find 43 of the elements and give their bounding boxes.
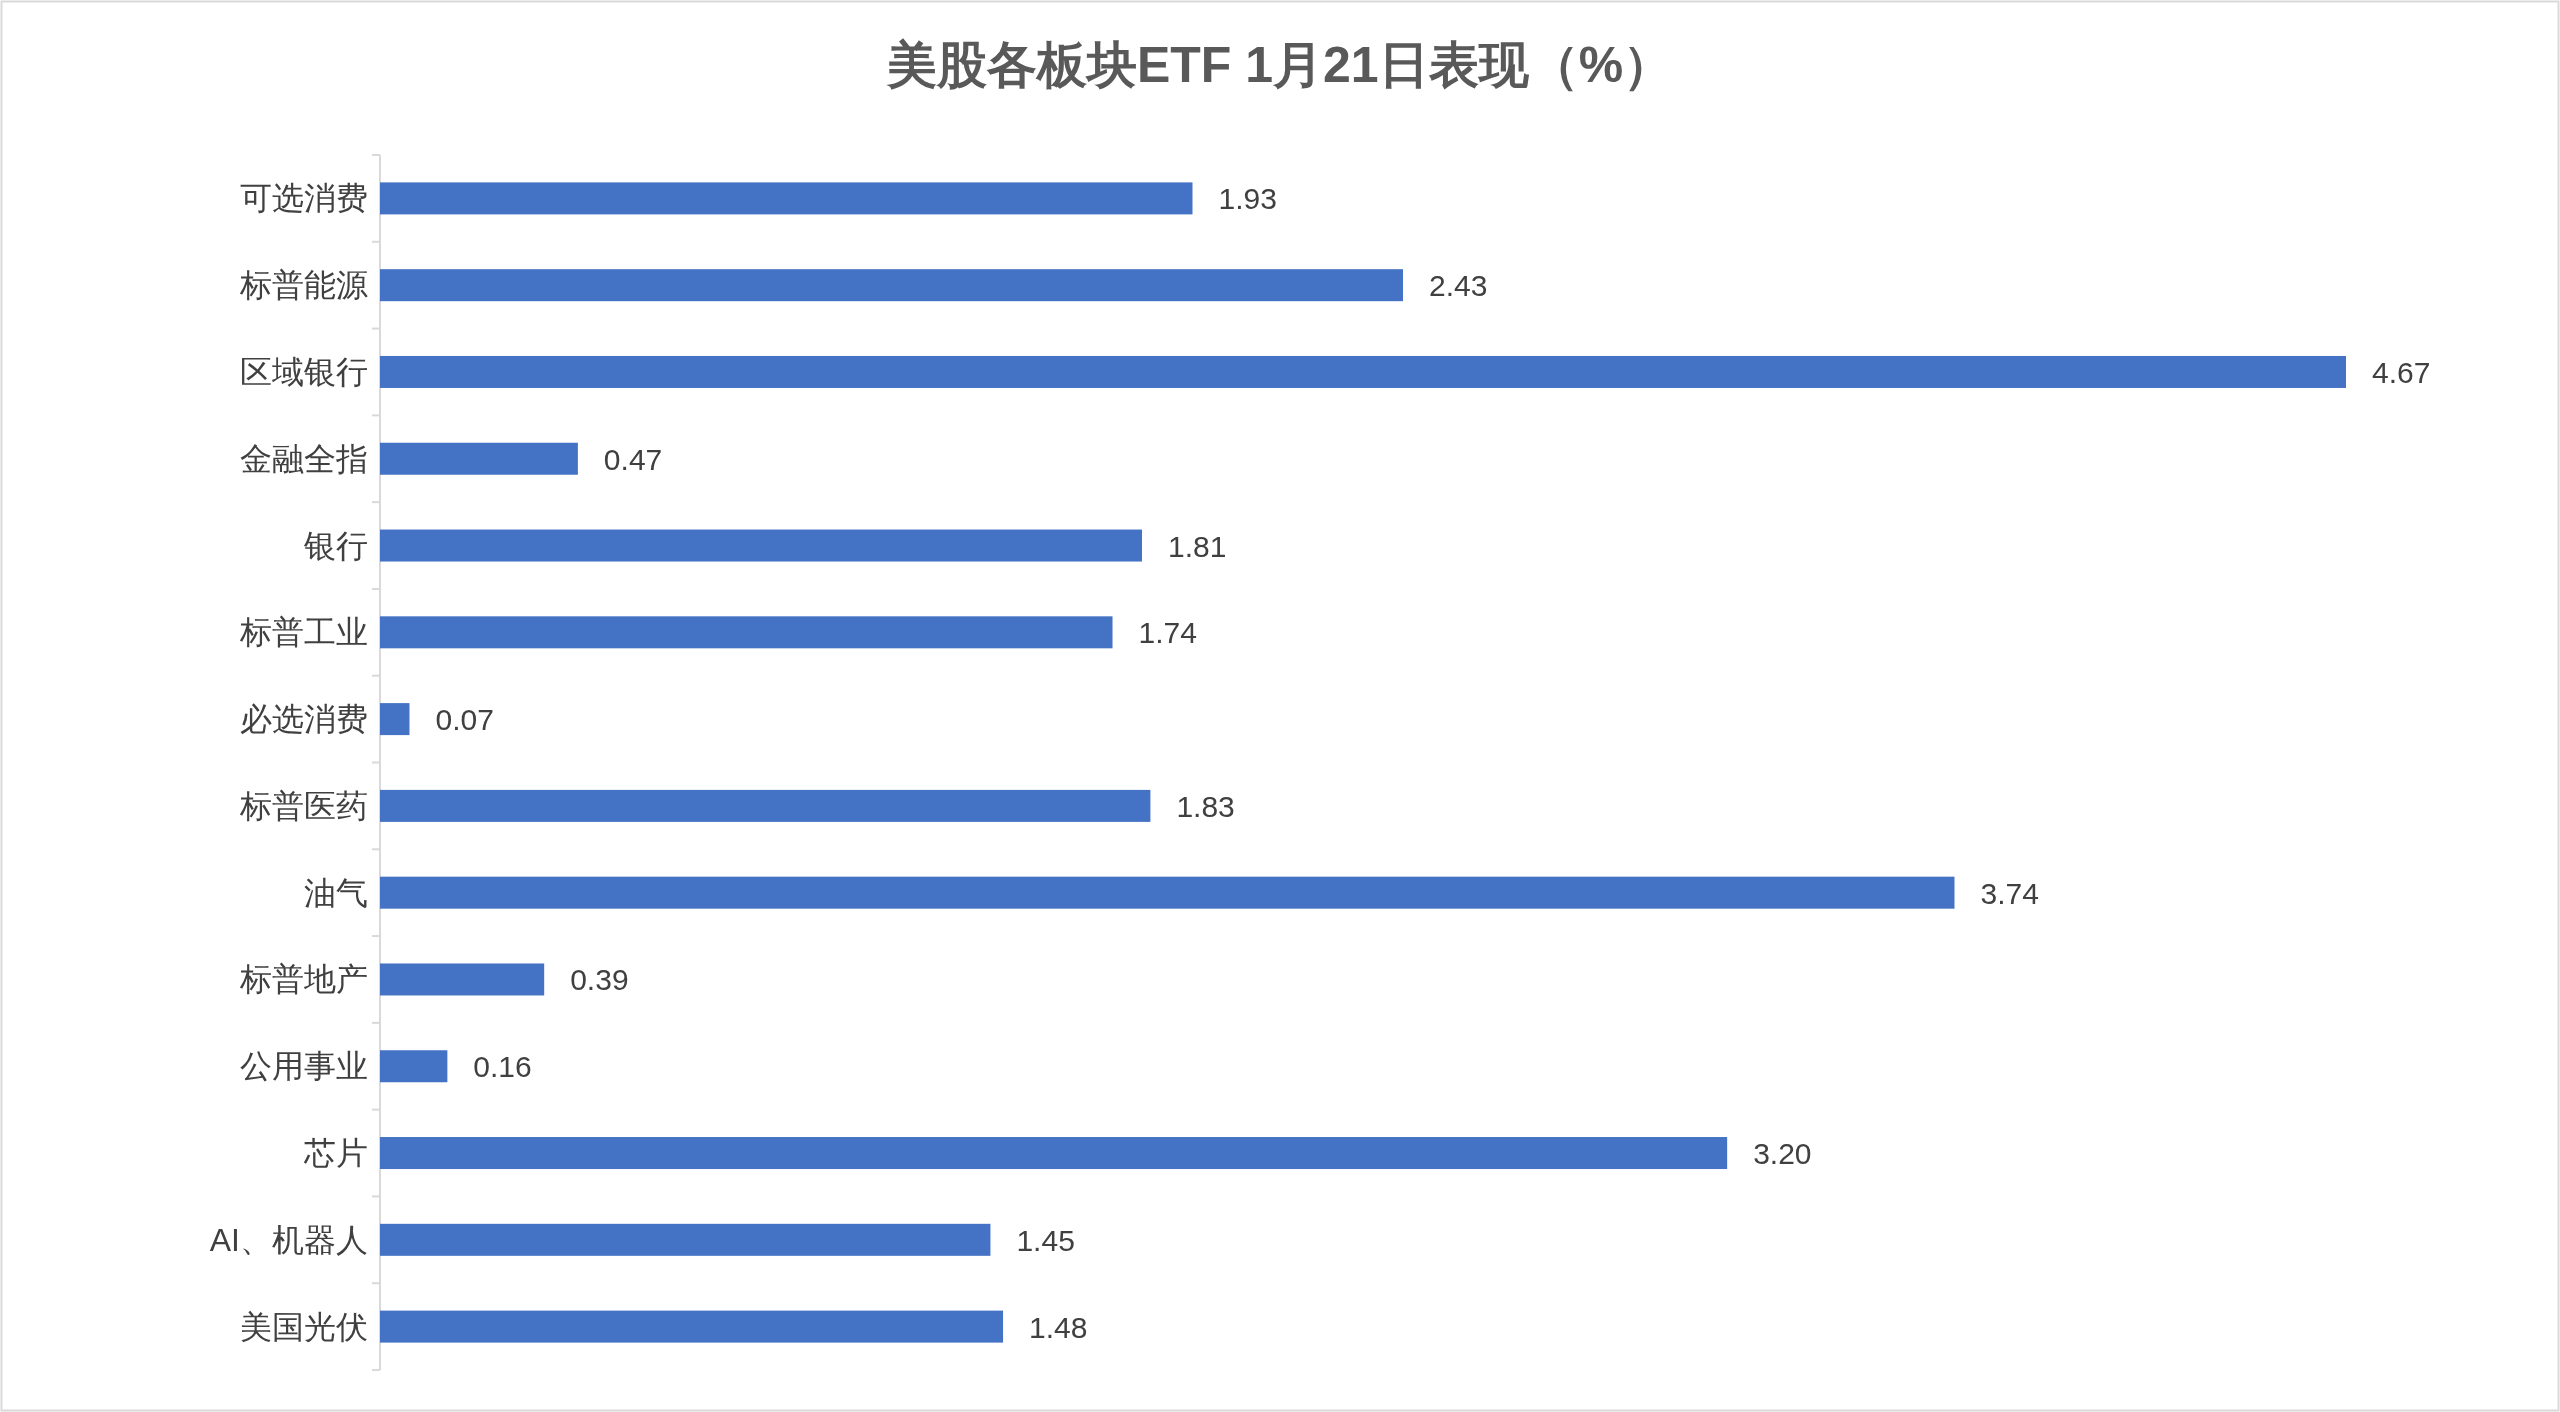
data-label: 0.16 xyxy=(473,1050,532,1084)
data-label: 0.39 xyxy=(570,963,629,997)
bar xyxy=(380,1223,991,1256)
data-label: 1.81 xyxy=(1167,529,1227,563)
data-label: 3.74 xyxy=(1980,876,2039,910)
chart-title: 美股各板块ETF 1月21日表现（%） xyxy=(885,37,1674,93)
data-label: 1.74 xyxy=(1138,616,1197,650)
bar xyxy=(380,703,410,736)
y-tick-label: 美国光伏 xyxy=(240,1308,368,1345)
bar xyxy=(380,529,1142,562)
data-label: 1.93 xyxy=(1218,182,1277,216)
bar xyxy=(380,1137,1728,1170)
bar xyxy=(380,876,1955,909)
y-tick-label: 标普医药 xyxy=(239,787,368,824)
bar xyxy=(380,1310,1004,1343)
bar xyxy=(380,355,2346,388)
bar xyxy=(380,963,545,996)
y-tick-label: 公用事业 xyxy=(240,1048,368,1085)
y-tick-label: 可选消费 xyxy=(240,180,368,217)
bar xyxy=(380,269,1403,302)
y-tick-label: 金融全指 xyxy=(240,440,368,477)
y-tick-label: 芯片 xyxy=(303,1135,368,1172)
bar xyxy=(380,616,1113,649)
y-tick-label: AI、机器人 xyxy=(209,1221,368,1258)
data-label: 3.20 xyxy=(1753,1137,1812,1171)
bar xyxy=(380,182,1193,215)
y-tick-label: 必选消费 xyxy=(240,701,368,738)
data-label: 2.43 xyxy=(1428,269,1488,303)
data-label: 0.47 xyxy=(603,442,663,476)
data-label: 0.07 xyxy=(435,703,494,737)
bar xyxy=(380,442,578,475)
y-tick-label: 区域银行 xyxy=(240,353,368,390)
y-tick-label: 标普能源 xyxy=(239,267,368,304)
data-label: 4.67 xyxy=(2372,355,2431,389)
data-label: 1.45 xyxy=(1016,1223,1075,1257)
y-tick-label: 标普地产 xyxy=(239,961,368,998)
bar xyxy=(380,789,1151,822)
data-label: 1.83 xyxy=(1176,789,1235,823)
data-label: 1.48 xyxy=(1029,1310,1088,1344)
y-tick-label: 油气 xyxy=(304,874,368,911)
y-tick-label: 标普工业 xyxy=(239,614,368,651)
bar xyxy=(380,1050,448,1083)
y-tick-label: 银行 xyxy=(303,527,368,564)
